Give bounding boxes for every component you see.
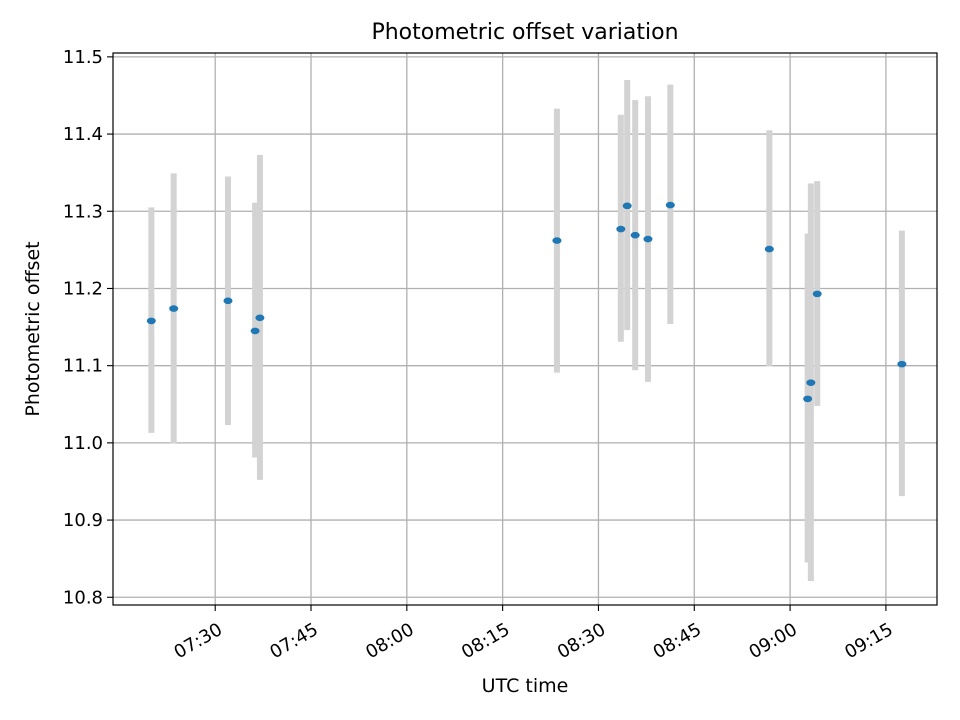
- plot-frame: [112, 52, 938, 606]
- y-tick-label: 11.1: [63, 356, 103, 377]
- data-point: [803, 395, 813, 403]
- y-axis-ticks: 10.8 10.9 11.0 11.1 11.2 11.3 11.4 11.5: [63, 47, 113, 608]
- data-point: [764, 245, 774, 253]
- data-point: [552, 237, 562, 244]
- y-tick-label: 11.5: [63, 47, 103, 68]
- data-point: [223, 297, 233, 305]
- data-point: [250, 327, 260, 335]
- y-axis-label: Photometric offset: [22, 241, 44, 416]
- data-point: [616, 225, 626, 233]
- y-tick-label: 10.8: [63, 587, 103, 608]
- y-tick-label: 11.3: [63, 201, 103, 222]
- chart-title: Photometric offset variation: [371, 20, 678, 45]
- data-point: [806, 379, 816, 386]
- data-point: [812, 290, 822, 298]
- y-tick-label: 10.9: [63, 510, 103, 531]
- data-point: [169, 305, 179, 312]
- data-point: [255, 314, 265, 322]
- data-point: [643, 235, 653, 243]
- data-point: [897, 360, 907, 368]
- y-tick-label: 11.2: [63, 278, 103, 299]
- grid: [113, 53, 937, 605]
- x-axis-label: UTC time: [482, 675, 569, 697]
- data-point: [622, 202, 632, 210]
- data-point: [146, 317, 156, 325]
- data-point: [630, 231, 640, 239]
- y-tick-label: 11.4: [63, 124, 103, 145]
- data-point: [665, 201, 675, 209]
- data-points: [146, 201, 907, 403]
- y-tick-label: 11.0: [63, 433, 103, 454]
